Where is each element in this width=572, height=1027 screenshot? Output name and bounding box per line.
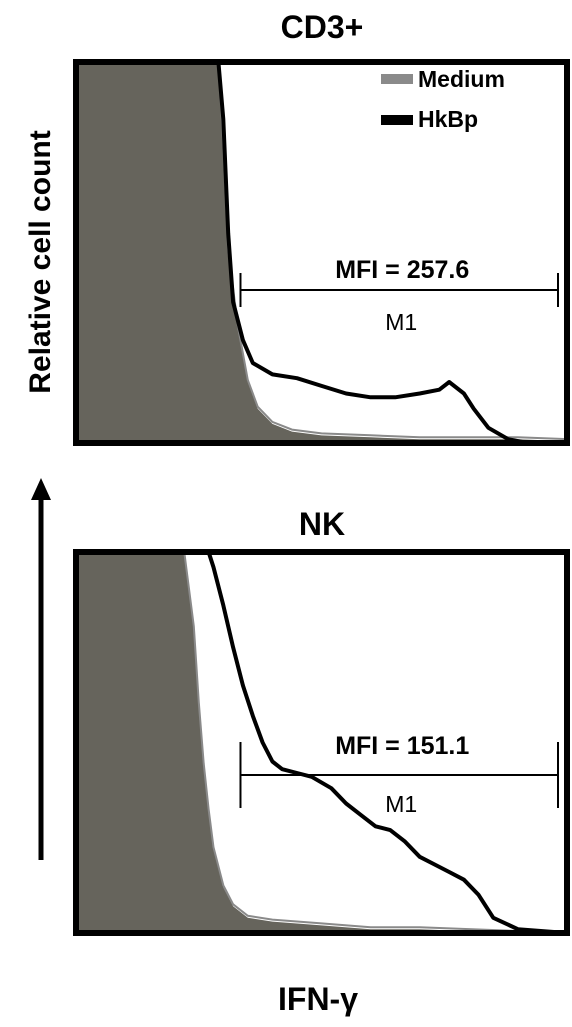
- panel2-title: NK: [299, 506, 345, 542]
- panel1-frame: [73, 59, 570, 446]
- x-axis-label: IFN-γ: [278, 981, 358, 1017]
- legend-swatch-medium: [381, 74, 413, 84]
- panel1-mfi-label: MFI = 257.6: [335, 256, 469, 284]
- panel1-hkbp-line: [216, 61, 567, 445]
- panel2-medium-fill: [76, 552, 567, 933]
- legend-label-medium: Medium: [418, 66, 505, 92]
- y-axis-arrow: [31, 478, 51, 860]
- panel2-medium-line: [76, 549, 567, 932]
- panel1-m1-marker: [239, 273, 559, 307]
- panel2-m1-marker: [239, 742, 559, 808]
- panel2-m1-label: M1: [385, 791, 417, 817]
- legend-swatch-hkbp: [381, 115, 413, 125]
- panel2-mfi-label: MFI = 151.1: [335, 732, 469, 760]
- y-axis-label: Relative cell count: [24, 130, 57, 393]
- panel1-title: CD3+: [281, 9, 364, 45]
- panel2-hkbp-line: [206, 551, 568, 935]
- panel1-m1-label: M1: [385, 309, 417, 335]
- panel-nk: MFI = 151.1 M1: [73, 549, 570, 936]
- legend: Medium HkBp: [381, 66, 505, 132]
- panel1-medium-fill: [76, 62, 567, 443]
- panel-cd3: MFI = 257.6 M1 Medium HkBp: [73, 59, 570, 446]
- panel2-frame: [73, 549, 570, 936]
- legend-label-hkbp: HkBp: [418, 106, 478, 132]
